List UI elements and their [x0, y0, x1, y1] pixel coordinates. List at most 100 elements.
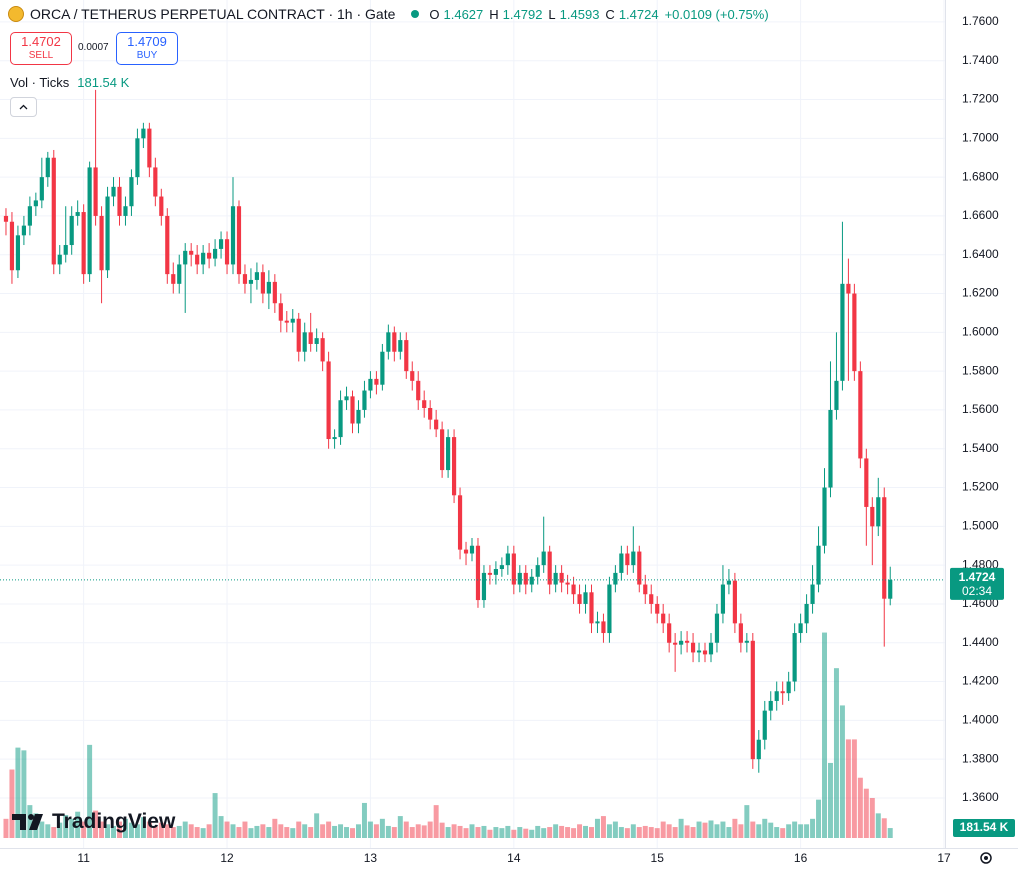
settings-icon[interactable]	[980, 852, 992, 864]
volume-bar	[559, 825, 565, 838]
volume-bar	[822, 632, 827, 838]
volume-bar	[708, 820, 714, 838]
candle-body	[810, 584, 815, 604]
volume-bar	[21, 750, 27, 838]
volume-bar	[117, 821, 122, 838]
candle-body	[147, 128, 152, 168]
volume-bar	[624, 828, 630, 838]
volume-bar	[780, 828, 786, 838]
volume-bar	[373, 824, 379, 838]
y-tick-label: 1.3800	[962, 751, 999, 765]
candle-body	[81, 212, 86, 275]
candle-body	[684, 640, 690, 643]
candle-body	[446, 437, 451, 471]
candle-body	[177, 264, 182, 284]
chevron	[19, 104, 28, 110]
candle-body	[744, 640, 749, 643]
settings-gear-hub[interactable]	[984, 856, 988, 860]
candle-body	[51, 157, 56, 265]
volume-name: Vol · Ticks	[10, 75, 70, 90]
ohlc-value: 1.4593	[559, 6, 600, 22]
volume-bar	[881, 818, 887, 838]
candle-body	[45, 157, 50, 178]
volume-bar	[320, 824, 326, 838]
candle-body	[481, 572, 487, 601]
ohlc-key: O	[429, 6, 440, 22]
candle-body	[762, 710, 767, 740]
volume-bar	[493, 827, 499, 838]
price-tag-countdown: 02:34	[962, 584, 992, 598]
volume-bar	[577, 824, 583, 838]
volume-bar	[499, 828, 505, 838]
candle-body	[3, 215, 9, 222]
candle-body	[290, 318, 295, 323]
buy-button[interactable]: 1.4709 BUY	[116, 32, 178, 65]
y-tick-label: 1.6000	[962, 325, 999, 339]
volume-bar	[302, 824, 308, 838]
symbol-title: ORCA / TETHERUS PERPETUAL CONTRACT · 1h …	[30, 6, 396, 22]
candle-body	[631, 551, 636, 566]
y-tick-label: 1.5600	[962, 402, 999, 416]
candle-body	[189, 250, 194, 255]
candle-body	[201, 252, 206, 265]
candle-body	[655, 603, 660, 614]
buy-price: 1.4709	[127, 33, 167, 49]
candle-body	[601, 621, 606, 634]
volume-bar	[338, 824, 344, 838]
volume-bar	[194, 827, 200, 838]
ohlc-key: C	[605, 6, 615, 22]
candle-body	[535, 565, 540, 577]
volume-bar	[69, 818, 75, 838]
volume-bar	[111, 825, 117, 838]
volume-bar	[750, 821, 756, 838]
icon-t	[12, 814, 26, 830]
volume-bar	[296, 821, 302, 838]
volume-value: 181.54 K	[77, 75, 130, 90]
change: +0.0109 (+0.75%)	[664, 6, 769, 22]
volume-bar	[242, 821, 248, 838]
volume-bar	[332, 825, 338, 838]
volume-bar	[57, 822, 63, 838]
volume-bar	[589, 827, 594, 838]
volume-bar	[553, 824, 559, 838]
volume-tag	[953, 819, 1015, 838]
volume-bar	[606, 824, 612, 838]
candle-body	[822, 487, 827, 546]
volume-bar	[517, 827, 523, 838]
candle-body	[619, 553, 624, 573]
candle-body	[858, 371, 863, 459]
volume-bar	[355, 824, 361, 838]
volume-bar	[284, 827, 290, 838]
sell-price: 1.4702	[21, 33, 61, 49]
sell-button[interactable]: 1.4702 SELL	[10, 32, 72, 65]
candle-body	[248, 279, 254, 284]
symbol-logo	[8, 6, 24, 22]
volume-bar	[845, 739, 851, 838]
volume-bar	[87, 744, 93, 838]
volume-bar	[421, 825, 427, 838]
candle-body	[499, 565, 504, 570]
settings-gear[interactable]	[980, 852, 992, 864]
x-tick-label: 12	[220, 851, 234, 865]
candle-body	[15, 235, 21, 271]
candle-body	[284, 320, 289, 323]
candle-body	[302, 332, 307, 352]
volume-bar	[200, 828, 206, 838]
candle-body	[756, 739, 761, 760]
candle-body	[732, 580, 737, 624]
volume-bar	[863, 788, 869, 838]
x-tick-label: 11	[77, 851, 90, 865]
candle-body	[410, 371, 415, 381]
candle-body	[212, 248, 218, 259]
volume-bar	[326, 821, 332, 838]
y-tick-label: 1.5400	[962, 441, 999, 455]
volume-bar	[230, 824, 236, 838]
volume-bar	[875, 813, 881, 838]
y-tick-label: 1.4000	[962, 713, 999, 727]
candle-body	[679, 640, 684, 645]
volume-bar	[409, 827, 415, 838]
candle-body	[595, 621, 600, 624]
collapse-button[interactable]	[10, 97, 37, 117]
candle-body	[511, 553, 516, 585]
